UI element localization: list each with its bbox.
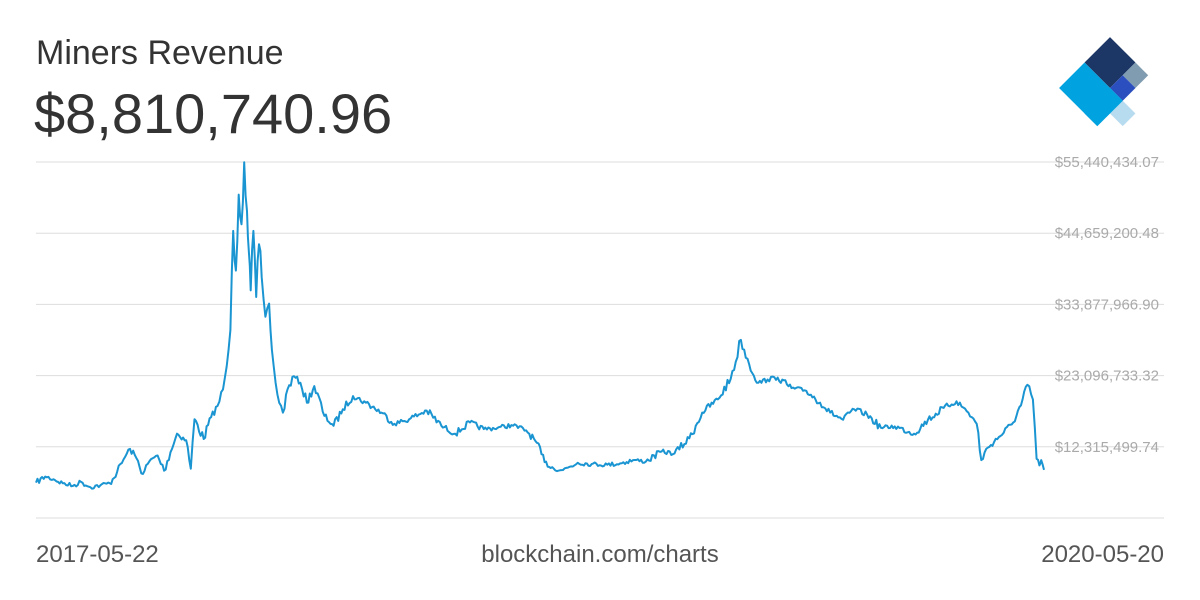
blockchain-logo-icon <box>1059 37 1149 127</box>
logo-tile-cyan-2 <box>1084 88 1123 127</box>
end-date-label: 2020-05-20 <box>1041 541 1164 568</box>
logo-tile-dark <box>1084 37 1136 88</box>
grid-lines <box>36 161 1164 519</box>
y-tick-label: $12,315,499.74 <box>1055 439 1159 456</box>
start-date-label: 2017-05-22 <box>36 541 159 568</box>
current-value: $8,810,740.96 <box>34 82 393 145</box>
source-link[interactable]: blockchain.com/charts <box>481 541 719 568</box>
y-tick-label: $23,096,733.32 <box>1055 368 1159 385</box>
y-tick-label: $55,440,434.07 <box>1055 154 1159 171</box>
chart-title: Miners Revenue <box>36 34 284 72</box>
y-tick-label: $33,877,966.90 <box>1055 296 1159 313</box>
y-tick-label: $44,659,200.48 <box>1055 225 1159 242</box>
series-line <box>35 161 1045 490</box>
y-tick-labels: $12,315,499.74 $23,096,733.32 $33,877,966.… <box>1055 154 1159 456</box>
